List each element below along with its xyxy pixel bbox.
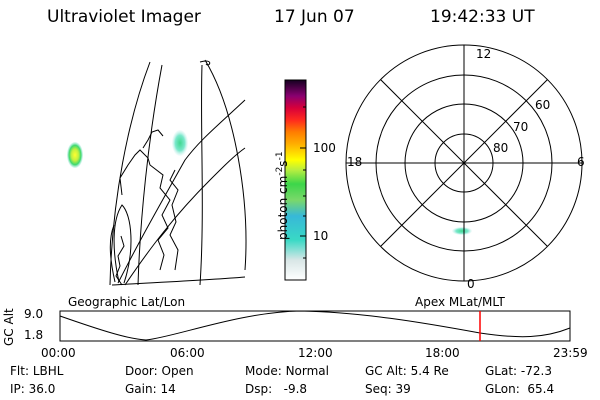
mlat-label-60: 60 [535,98,551,112]
mlt-label-0: 0 [467,277,475,291]
info-door: Door: Open [125,364,194,378]
alt-tick-1-8: 1.8 [24,328,44,342]
info-ip: IP: 36.0 [10,382,56,396]
map-grid-line [124,147,246,286]
gc-alt-axis-label: GC Alt [2,308,16,346]
info-seq: Seq: 39 [365,382,411,396]
geographic-label: Geographic Lat/Lon [68,295,186,309]
coastline [115,235,125,286]
colorbar [284,79,307,281]
aurora-emission [452,227,472,235]
date-label: 17 Jun 07 [274,7,355,27]
map-grid-line [111,276,246,286]
colorbar-unit-label: photon cm-2s-1 [275,151,290,240]
colorbar-tick-100: 100 [313,141,336,155]
time-tick-1200: 12:00 [298,346,333,360]
map-grid-line [199,60,211,66]
info-flt: Flt: LBHL [10,364,64,378]
map-grid-line [113,204,132,284]
geographic-map [109,59,247,286]
mlt-label-6: 6 [577,155,585,169]
map-grid-line [199,64,203,286]
info-glat: GLat: -72.3 [485,364,552,378]
time-label: 19:42:33 UT [430,7,535,27]
map-grid-line [204,59,247,271]
mlt-label-18: 18 [347,155,363,169]
coastline [169,169,179,271]
altitude-strip [59,310,571,342]
map-grid-line [109,224,116,283]
coastline [142,129,164,149]
info-mode: Mode: Normal [245,364,329,378]
mlat-label-70: 70 [513,120,529,134]
time-tick-0600: 06:00 [170,346,205,360]
aurora-emission [67,142,83,168]
mlat-label-80: 80 [493,141,509,155]
time-tick-0000: 00:00 [41,346,76,360]
instrument-title: Ultraviolet Imager [47,7,201,27]
aurora-emission [172,130,188,156]
info-gc-alt: GC Alt: 5.4 Re [365,364,449,378]
mlt-label-12: 12 [476,47,492,61]
map-grid-line [137,64,163,286]
time-tick-1800: 18:00 [425,346,460,360]
apex-label: Apex MLat/MLT [415,295,505,309]
info-gain: Gain: 14 [125,382,176,396]
altitude-curve [59,310,571,341]
map-grid-line [117,99,246,284]
info-dsp: Dsp: -9.8 [245,382,308,396]
time-tick-2359: 23:59 [553,346,588,360]
colorbar-tick-10: 10 [313,229,329,243]
map-grid-line [109,61,151,286]
coastline [119,149,171,271]
info-glon: GLon: 65.4 [485,382,555,396]
polar-grid [345,44,583,282]
alt-tick-9: 9.0 [24,307,44,321]
